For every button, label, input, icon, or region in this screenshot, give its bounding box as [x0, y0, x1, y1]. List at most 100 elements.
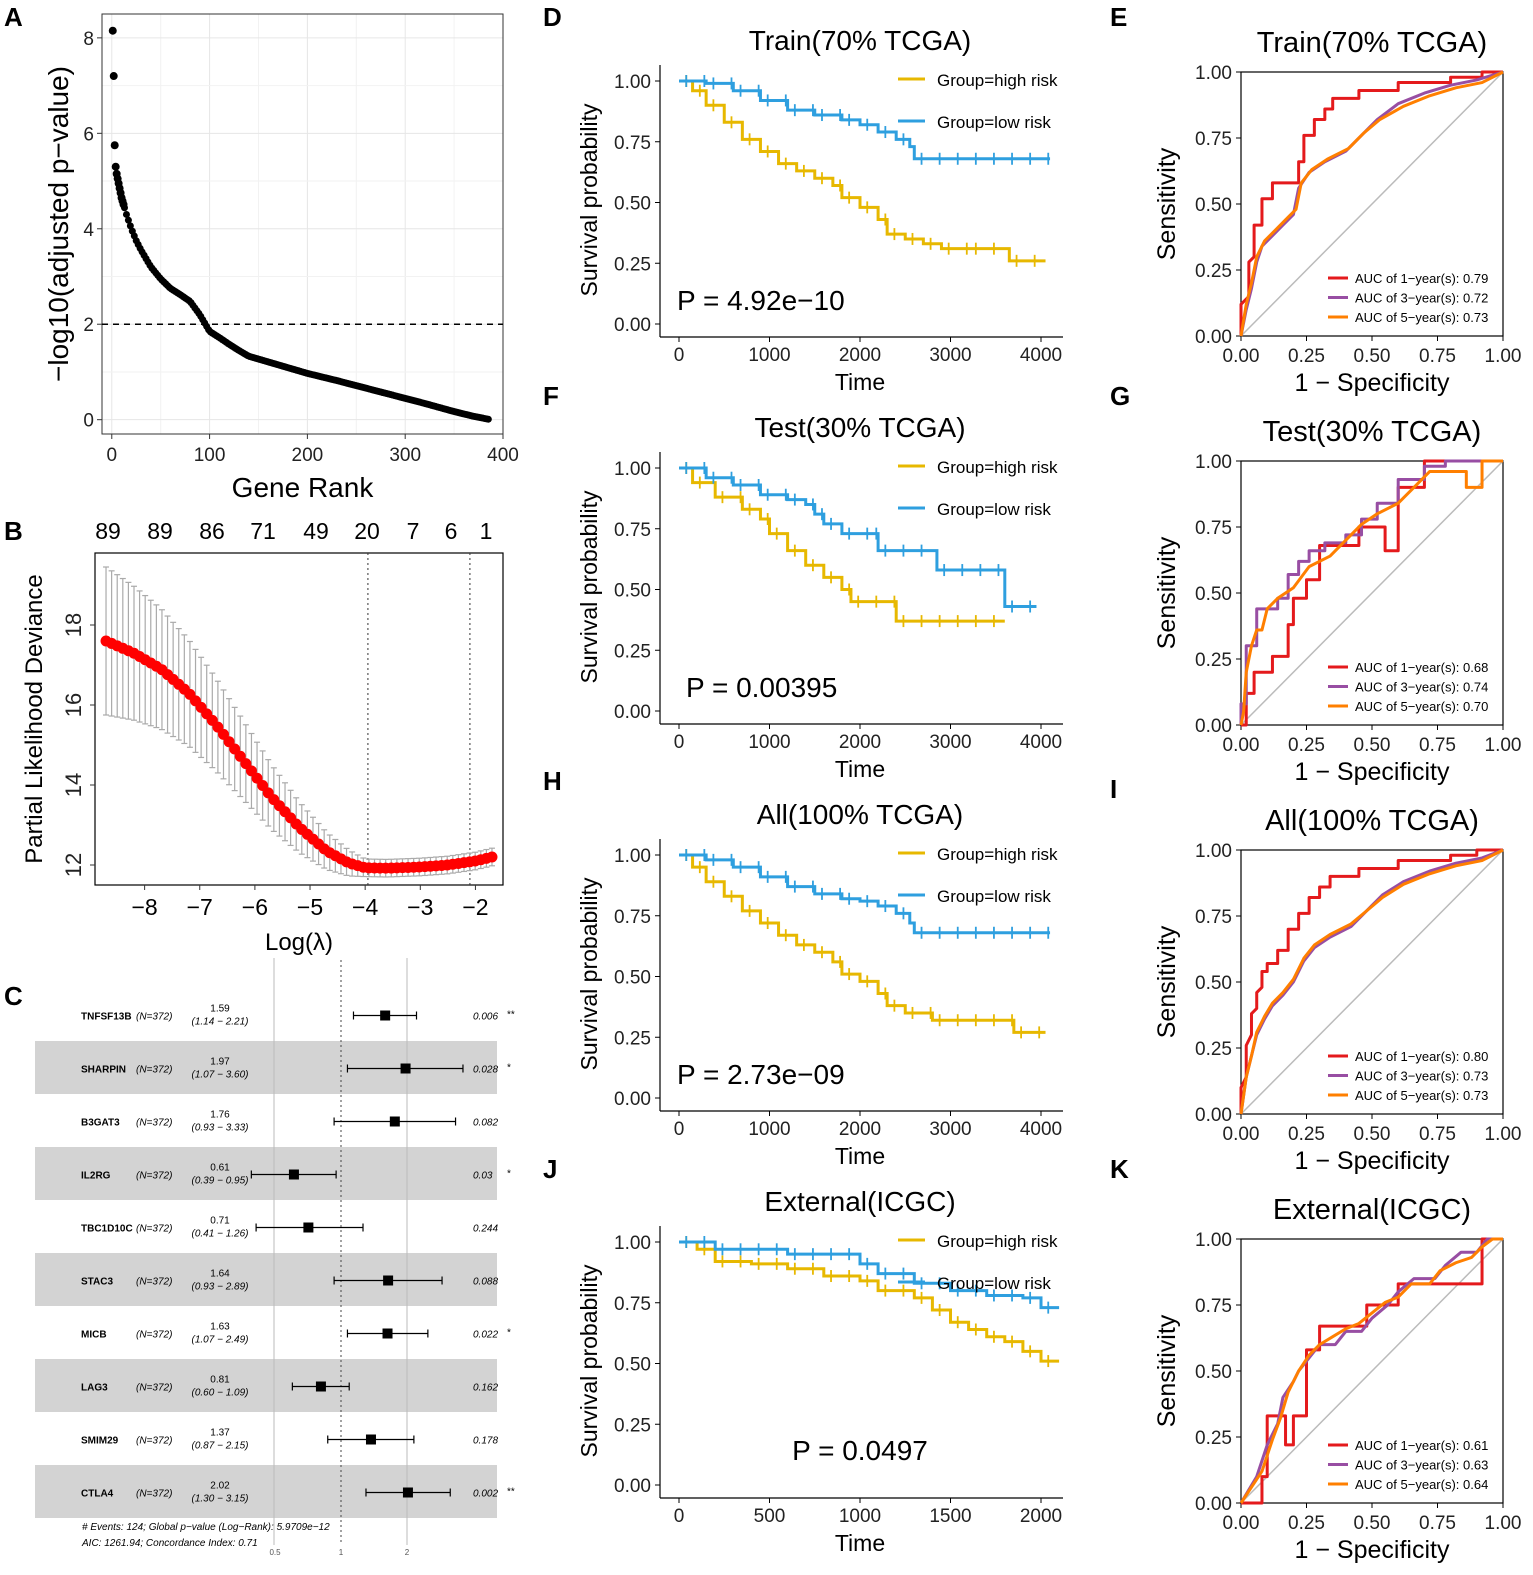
b-panel-border: [94, 552, 504, 886]
c-hr-value: 1.64: [210, 1269, 230, 1280]
j-ytick-label: 1.00: [614, 1233, 651, 1254]
b-top-count: 6: [445, 518, 458, 544]
g-xtick-label: 1.00: [1485, 735, 1522, 756]
a-xtick-label: 300: [389, 445, 421, 466]
c-p-value: 0.162: [473, 1383, 498, 1394]
j-xtick-label: 1000: [839, 1506, 881, 1527]
a-ytick-label: 4: [83, 220, 94, 241]
a-gene-point: [109, 72, 118, 81]
g-xtick-label: 0.25: [1288, 735, 1325, 756]
d-ytick-label: 0.00: [614, 315, 651, 336]
h-legend-low: Group=low risk: [937, 887, 1051, 906]
c-row-band: [35, 1253, 497, 1306]
j-legend-low: Group=low risk: [937, 1274, 1051, 1293]
c-ci-value: (1.14 − 2.21): [192, 1017, 249, 1028]
a-ytick-label: 2: [83, 315, 94, 336]
e-xtick-label: 0.50: [1354, 346, 1391, 367]
c-p-value: 0.022: [473, 1330, 498, 1341]
f-legend-low: Group=low risk: [937, 500, 1051, 519]
c-ci-value: (0.60 − 1.09): [192, 1388, 249, 1399]
c-hr-value: 1.97: [210, 1057, 230, 1068]
panel-label-a: A: [4, 2, 23, 32]
b-xtick-label: −6: [242, 894, 268, 920]
c-sig-stars: *: [507, 1328, 511, 1339]
c-ci-value: (1.30 − 3.15): [192, 1494, 249, 1505]
j-ytick-label: 0.25: [614, 1415, 651, 1436]
f-xtick-label: 1000: [748, 732, 790, 753]
f-curve-high: [679, 466, 1005, 623]
panel-label-i: I: [1110, 774, 1117, 804]
b-ytick-label: 12: [61, 853, 86, 877]
c-ci-value: (1.07 − 3.60): [192, 1070, 249, 1081]
g-ytick-label: 0.25: [1195, 650, 1232, 671]
a-ytick-label: 0: [83, 411, 94, 432]
k-ytick-label: 0.75: [1195, 1296, 1232, 1317]
h-ytick-label: 0.50: [614, 968, 651, 989]
j-xtick-label: 1500: [929, 1506, 971, 1527]
e-legend-3yr: AUC of 3−year(s): 0.72: [1355, 291, 1488, 306]
f-ytick-label: 0.75: [614, 520, 651, 541]
f-curve-low: [679, 466, 1037, 609]
k-legend-5yr: AUC of 5−year(s): 0.64: [1355, 1477, 1488, 1492]
j-title: External(ICGC): [764, 1186, 955, 1217]
k-ytick-label: 0.50: [1195, 1362, 1232, 1383]
h-ytick-label: 0.00: [614, 1089, 651, 1110]
c-hr-marker: [382, 1328, 393, 1339]
d-x-axis-label: Time: [835, 369, 885, 395]
e-y-axis-label: Sensitivity: [1153, 147, 1181, 260]
i-xtick-label: 0.75: [1419, 1124, 1456, 1145]
i-legend-1yr: AUC of 1−year(s): 0.80: [1355, 1049, 1488, 1064]
b-x-axis-label: Log(λ): [265, 929, 333, 956]
i-ytick-label: 0.25: [1195, 1039, 1232, 1060]
e-ytick-label: 0.50: [1195, 195, 1232, 216]
k-xtick-label: 0.75: [1419, 1513, 1456, 1534]
c-sig-stars: *: [507, 1063, 511, 1074]
c-hr-marker: [402, 1487, 413, 1498]
c-xtick-label: 1: [339, 1548, 344, 1557]
i-ytick-label: 0.50: [1195, 973, 1232, 994]
d-xtick-label: 2000: [839, 345, 881, 366]
d-ytick-label: 0.25: [614, 254, 651, 275]
d-xtick-label: 0: [674, 345, 685, 366]
e-ytick-label: 0.00: [1195, 327, 1232, 348]
k-title: External(ICGC): [1273, 1194, 1471, 1226]
d-legend-high: Group=high risk: [937, 71, 1058, 90]
i-legend-3yr: AUC of 3−year(s): 0.73: [1355, 1069, 1488, 1084]
f-legend-high: Group=high risk: [937, 458, 1058, 477]
c-p-value: 0.002: [473, 1489, 498, 1500]
c-gene-name: IL2RG: [81, 1171, 111, 1182]
a-x-axis-label: Gene Rank: [232, 472, 375, 503]
h-ytick-label: 1.00: [614, 846, 651, 867]
e-diagonal: [1240, 71, 1504, 337]
g-ytick-label: 0.50: [1195, 584, 1232, 605]
i-legend-5yr: AUC of 5−year(s): 0.73: [1355, 1088, 1488, 1103]
g-diagonal: [1240, 460, 1504, 726]
c-n-label: (N=372): [136, 1065, 172, 1076]
b-top-count: 86: [199, 518, 225, 544]
c-hr-marker: [365, 1434, 376, 1445]
f-xtick-label: 0: [674, 732, 685, 753]
c-sig-stars: **: [507, 1010, 515, 1021]
d-ytick-label: 0.75: [614, 133, 651, 154]
e-ytick-label: 1.00: [1195, 63, 1232, 84]
k-xtick-label: 1.00: [1485, 1513, 1522, 1534]
g-title: Test(30% TCGA): [1263, 416, 1482, 448]
i-roc-1yr: [1239, 848, 1503, 1114]
c-hr-marker: [288, 1169, 299, 1180]
a-gene-point: [108, 26, 117, 35]
c-n-label: (N=372): [136, 1224, 172, 1235]
d-ytick-label: 0.50: [614, 194, 651, 215]
c-n-label: (N=372): [136, 1436, 172, 1447]
a-ytick-label: 8: [83, 29, 94, 50]
c-gene-name: STAC3: [81, 1277, 113, 1288]
k-roc-5yr: [1239, 1237, 1503, 1504]
c-hr-marker: [303, 1222, 314, 1233]
b-xtick-label: −4: [352, 894, 378, 920]
h-legend-high: Group=high risk: [937, 845, 1058, 864]
f-y-axis-label: Survival probability: [576, 490, 602, 684]
c-footer-aic: AIC: 1261.94; Concordance Index: 0.71: [81, 1538, 258, 1549]
a-plot-area: [102, 14, 503, 434]
a-gene-point: [120, 204, 128, 212]
b-xtick-label: −7: [187, 894, 213, 920]
c-row-band: [35, 1465, 497, 1518]
